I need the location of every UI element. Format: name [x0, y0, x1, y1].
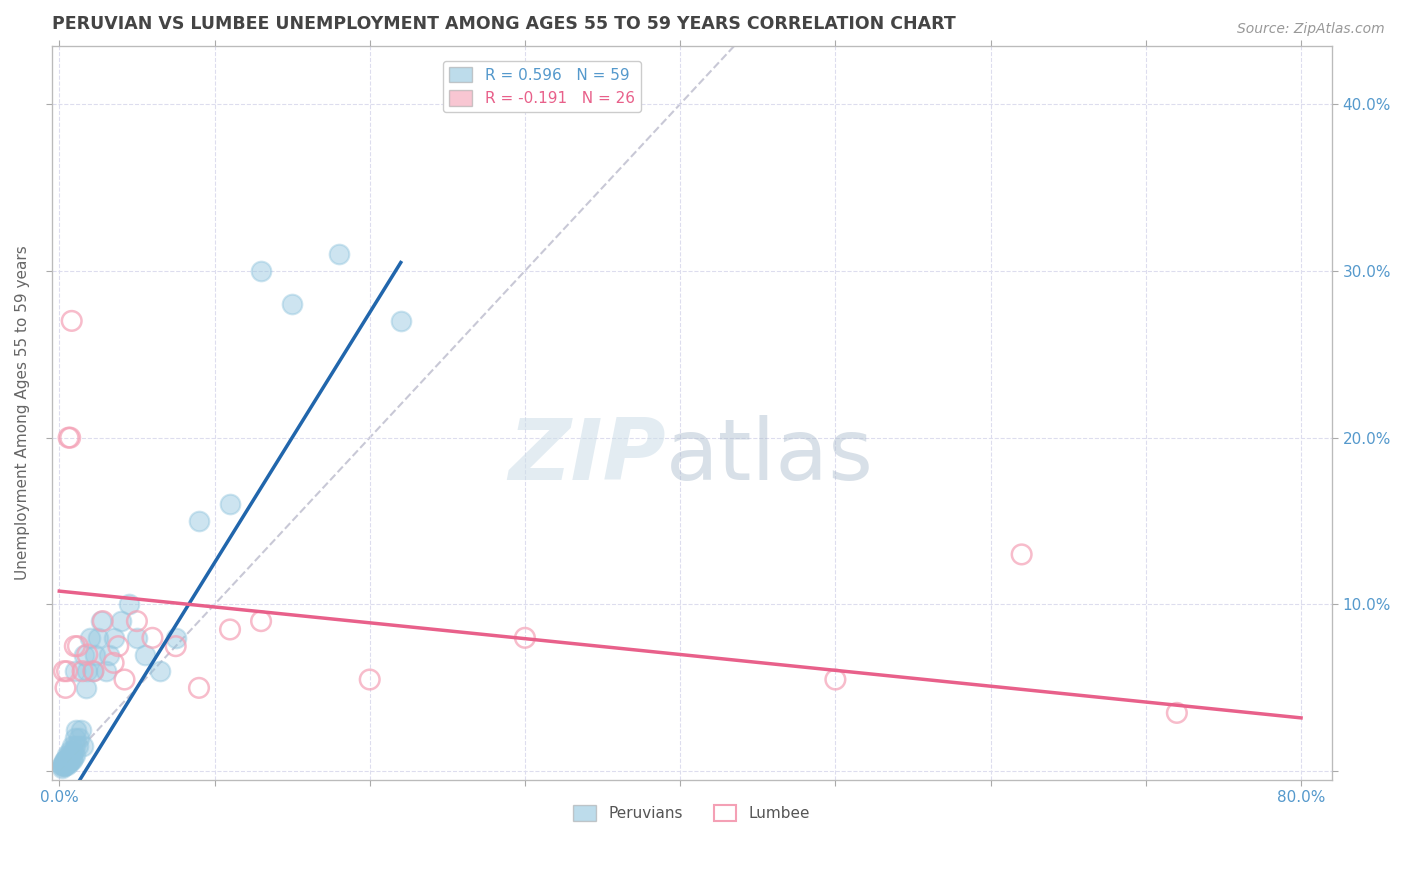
Point	[60, 753, 83, 767]
Point	[65, 723, 87, 737]
Point	[51, 761, 73, 775]
Point	[76, 648, 98, 662]
Point	[125, 631, 148, 645]
Point	[56, 751, 79, 765]
Y-axis label: Unemployment Among Ages 55 to 59 years: Unemployment Among Ages 55 to 59 years	[15, 245, 30, 580]
Point	[52, 756, 75, 770]
Point	[55, 754, 77, 768]
Point	[59, 431, 82, 445]
Point	[107, 639, 129, 653]
Point	[114, 673, 136, 687]
Point	[90, 614, 112, 628]
Point	[52, 759, 75, 773]
Point	[188, 514, 211, 528]
Point	[66, 639, 89, 653]
Point	[59, 751, 82, 765]
Point	[59, 744, 82, 758]
Point	[250, 614, 273, 628]
Point	[84, 648, 107, 662]
Point	[103, 631, 125, 645]
Point	[72, 664, 94, 678]
Point	[824, 673, 846, 687]
Point	[94, 664, 117, 678]
Point	[70, 723, 93, 737]
Point	[51, 759, 73, 773]
Point	[58, 753, 80, 767]
Point	[97, 648, 120, 662]
Point	[56, 757, 79, 772]
Point	[87, 631, 110, 645]
Point	[56, 664, 79, 678]
Text: Source: ZipAtlas.com: Source: ZipAtlas.com	[1237, 22, 1385, 37]
Point	[66, 739, 89, 754]
Point	[55, 756, 77, 770]
Point	[56, 754, 79, 768]
Point	[59, 754, 82, 768]
Point	[82, 664, 104, 678]
Point	[52, 757, 75, 772]
Point	[219, 623, 242, 637]
Point	[63, 731, 86, 745]
Point	[165, 631, 187, 645]
Point	[55, 757, 77, 772]
Point	[63, 639, 86, 653]
Point	[141, 631, 163, 645]
Point	[58, 749, 80, 764]
Point	[62, 751, 84, 765]
Point	[63, 739, 86, 754]
Point	[72, 739, 94, 754]
Point	[103, 656, 125, 670]
Point	[250, 264, 273, 278]
Point	[188, 681, 211, 695]
Point	[75, 681, 97, 695]
Point	[55, 753, 77, 767]
Point	[219, 497, 242, 511]
Point	[91, 614, 114, 628]
Point	[165, 639, 187, 653]
Point	[76, 664, 98, 678]
Legend: Peruvians, Lumbee: Peruvians, Lumbee	[567, 799, 817, 827]
Point	[513, 631, 536, 645]
Point	[328, 247, 350, 261]
Point	[125, 614, 148, 628]
Point	[69, 731, 91, 745]
Point	[52, 664, 75, 678]
Point	[118, 598, 141, 612]
Point	[389, 314, 412, 328]
Point	[73, 648, 96, 662]
Text: ZIP: ZIP	[509, 415, 666, 498]
Point	[55, 681, 77, 695]
Point	[79, 631, 101, 645]
Point	[63, 747, 86, 762]
Point	[58, 756, 80, 770]
Point	[149, 664, 172, 678]
Point	[359, 673, 381, 687]
Point	[56, 756, 79, 770]
Point	[1166, 706, 1188, 720]
Text: PERUVIAN VS LUMBEE UNEMPLOYMENT AMONG AGES 55 TO 59 YEARS CORRELATION CHART: PERUVIAN VS LUMBEE UNEMPLOYMENT AMONG AG…	[52, 15, 955, 33]
Point	[58, 431, 80, 445]
Point	[60, 747, 83, 762]
Point	[134, 648, 156, 662]
Point	[82, 664, 104, 678]
Point	[62, 744, 84, 758]
Point	[52, 754, 75, 768]
Point	[110, 614, 132, 628]
Point	[281, 297, 304, 311]
Point	[51, 757, 73, 772]
Point	[56, 747, 79, 762]
Point	[63, 664, 86, 678]
Text: atlas: atlas	[666, 415, 875, 498]
Point	[60, 739, 83, 754]
Point	[1011, 548, 1033, 562]
Point	[60, 314, 83, 328]
